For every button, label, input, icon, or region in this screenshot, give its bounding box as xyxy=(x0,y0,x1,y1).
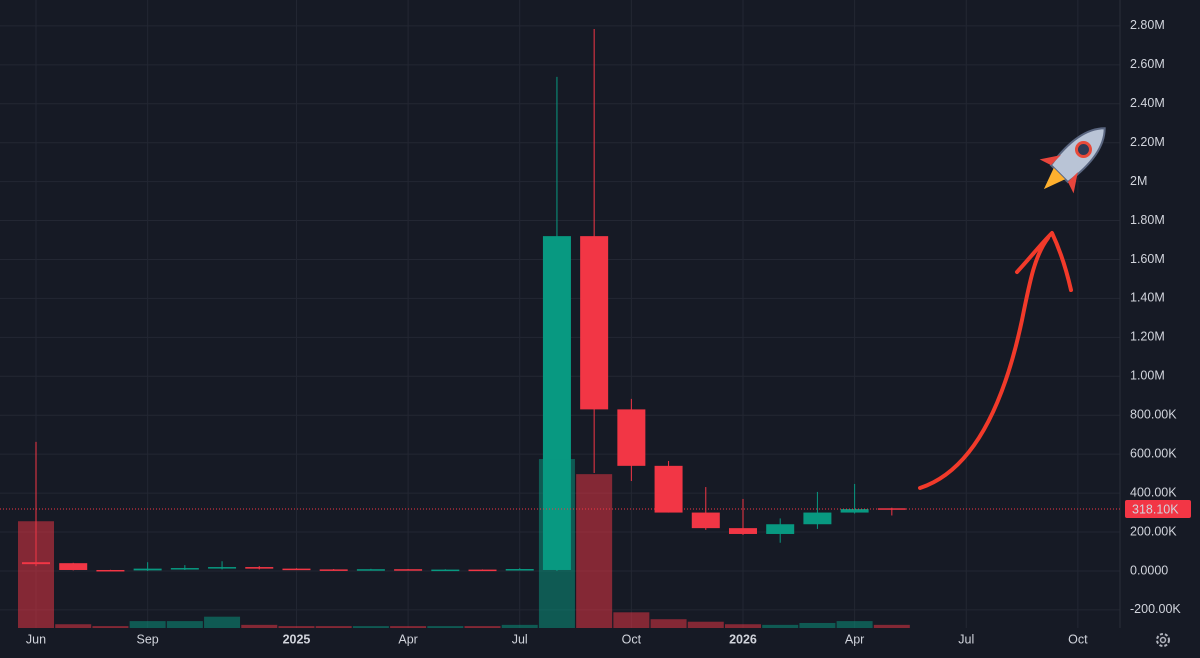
x-tick-label: Oct xyxy=(622,632,642,646)
candle-body xyxy=(840,509,869,513)
x-tick-label: Sep xyxy=(137,632,159,646)
candle-body xyxy=(394,569,423,571)
arrow-head xyxy=(1015,231,1073,292)
candle-body xyxy=(431,569,460,572)
y-tick-label: 1.60M xyxy=(1130,252,1165,266)
y-tick-label: 2.80M xyxy=(1130,18,1165,32)
candle-body xyxy=(803,512,832,525)
volume-layer xyxy=(18,459,910,628)
arrow xyxy=(918,236,1050,490)
volume-bar xyxy=(613,612,650,628)
candle-body xyxy=(59,563,88,570)
settings-icon[interactable] xyxy=(1156,633,1170,647)
rocket-icon xyxy=(1039,127,1106,194)
x-tick-label: 2025 xyxy=(283,632,311,646)
x-tick-label: 2026 xyxy=(729,632,757,646)
candle-body xyxy=(691,512,720,529)
y-tick-label: 800.00K xyxy=(1130,408,1177,422)
y-tick-label: -200.00K xyxy=(1130,602,1181,616)
candle-body xyxy=(580,236,609,410)
candle-body xyxy=(356,569,385,571)
volume-bar xyxy=(836,621,873,628)
candle-body xyxy=(96,569,125,572)
y-tick-label: 2M xyxy=(1130,174,1147,188)
candle-body xyxy=(766,524,795,534)
volume-bar xyxy=(464,626,501,628)
x-tick-label: Jun xyxy=(26,632,46,646)
volume-bar xyxy=(390,626,427,628)
volume-bar xyxy=(538,459,575,628)
volume-bar xyxy=(241,624,278,628)
volume-bar xyxy=(762,624,799,628)
volume-bar xyxy=(92,626,129,628)
y-tick-label: 2.60M xyxy=(1130,57,1165,71)
volume-bar xyxy=(129,621,166,628)
volume-bar xyxy=(18,521,54,628)
volume-bar xyxy=(687,621,724,628)
candle-body xyxy=(505,569,534,571)
candle-body xyxy=(654,465,683,513)
x-tick-label: Apr xyxy=(845,632,864,646)
volume-bar xyxy=(315,626,352,628)
y-tick-label: 600.00K xyxy=(1130,446,1177,460)
candle-body xyxy=(319,569,348,571)
y-tick-label: 1.40M xyxy=(1130,291,1165,305)
volume-bar xyxy=(278,626,315,628)
y-tick-label: 400.00K xyxy=(1130,485,1177,499)
x-tick-label: Jul xyxy=(512,632,528,646)
volume-bar xyxy=(501,624,538,628)
last-price-label: 318.10K xyxy=(1132,502,1179,516)
volume-bar xyxy=(724,624,761,628)
candle-body xyxy=(728,528,757,534)
last-price-box xyxy=(1125,500,1191,519)
y-tick-label: 2.40M xyxy=(1130,96,1165,110)
volume-bar xyxy=(873,624,910,628)
y-tick-label: 1.00M xyxy=(1130,369,1165,383)
candle-body xyxy=(208,567,237,569)
volume-bar xyxy=(352,626,389,628)
y-tick-label: 1.20M xyxy=(1130,330,1165,344)
label-layer: -200.00K 0.0000 200.00K 400.00K 600.00K 800.0… xyxy=(26,18,1181,646)
y-tick-label: 1.80M xyxy=(1130,213,1165,227)
candle-body xyxy=(133,568,162,571)
volume-bar xyxy=(204,616,241,628)
x-tick-label: Apr xyxy=(398,632,417,646)
x-tick-label: Jul xyxy=(958,632,974,646)
candle-body xyxy=(468,569,497,572)
candle-body xyxy=(170,568,199,570)
volume-bar xyxy=(799,622,836,628)
volume-bar xyxy=(55,624,92,628)
candle-body xyxy=(282,568,311,571)
x-tick-label: Oct xyxy=(1068,632,1088,646)
candle-body xyxy=(617,409,646,466)
volume-bar xyxy=(427,626,464,628)
y-tick-label: 200.00K xyxy=(1130,524,1177,538)
volume-bar xyxy=(650,619,687,628)
volume-bar xyxy=(166,621,203,628)
y-tick-label: 2.20M xyxy=(1130,135,1165,149)
y-tick-label: 0.0000 xyxy=(1130,563,1168,577)
candle-body xyxy=(245,567,274,569)
volume-bar xyxy=(576,474,613,628)
